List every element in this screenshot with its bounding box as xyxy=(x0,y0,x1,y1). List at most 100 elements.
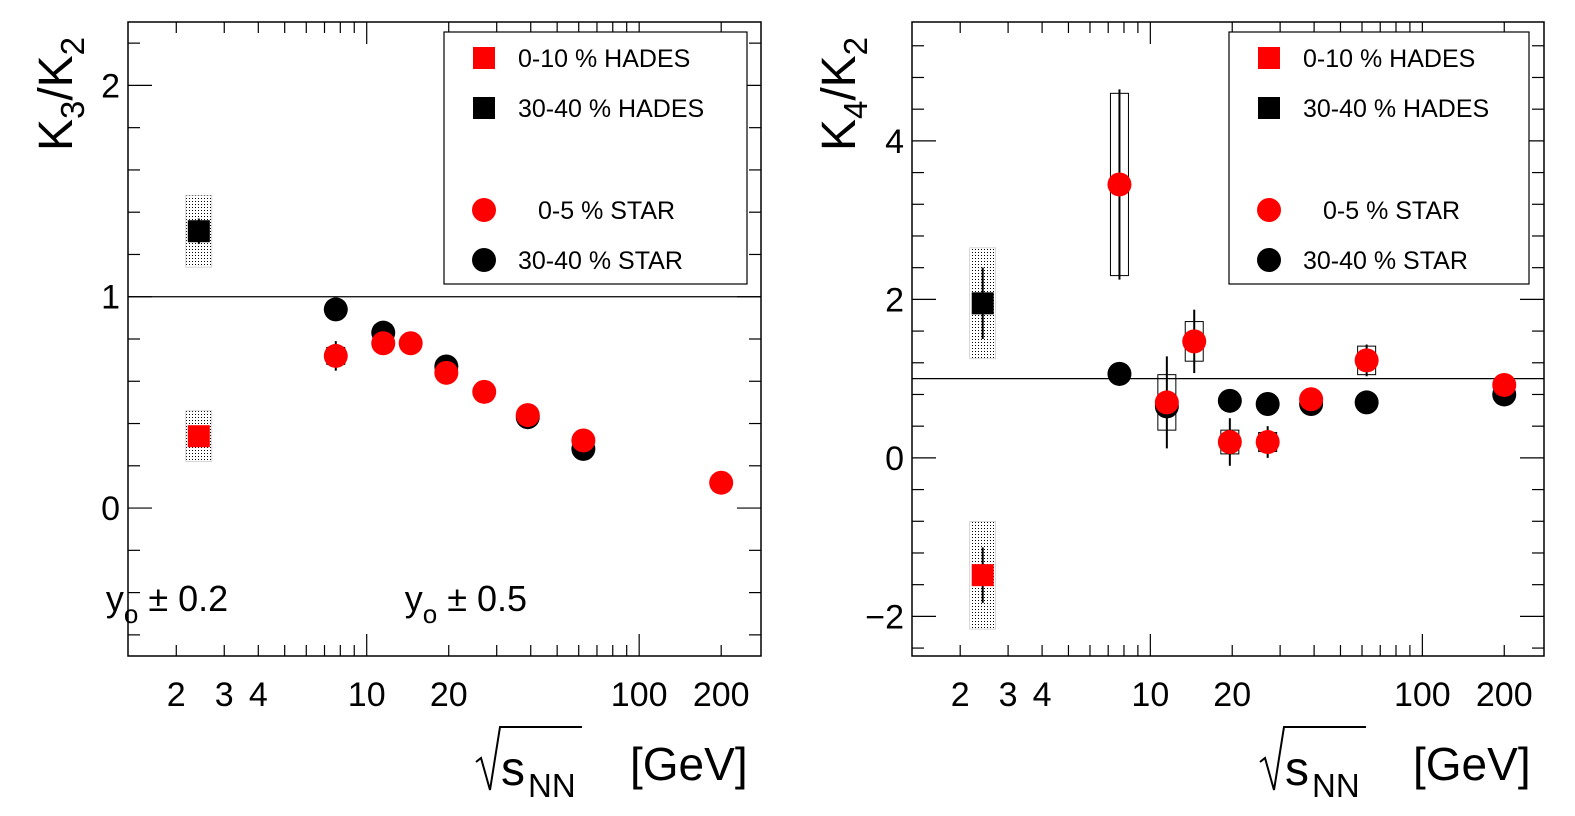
data-point-square xyxy=(187,425,210,448)
annotation-text: yo ± 0.2 xyxy=(106,578,228,629)
legend: 0-10 % HADES 30-40 % HADES 0-5 % STAR 30-40… xyxy=(1228,31,1530,285)
x-axis-label-sub: NN xyxy=(1312,767,1360,804)
data-point-circle xyxy=(1354,348,1379,373)
data-point-circle xyxy=(1154,390,1179,415)
x-tick-label: 10 xyxy=(348,676,386,714)
y-tick-label: 0 xyxy=(885,440,904,478)
data-point-circle xyxy=(1492,372,1517,397)
y-tick-label: −2 xyxy=(865,598,904,636)
series-0-10-hades xyxy=(185,410,213,462)
data-point-square xyxy=(971,292,994,315)
y-tick-label: 1 xyxy=(101,279,120,317)
x-axis-label-unit: [GeV] xyxy=(1413,738,1531,790)
legend-label: 0-10 % HADES xyxy=(518,45,690,73)
legend-label: 30-40 % STAR xyxy=(518,247,683,275)
x-axis-label-s: s xyxy=(501,743,525,796)
x-tick-label: 4 xyxy=(249,676,268,714)
x-axis-label-sub: NN xyxy=(528,767,576,804)
x-tick-label: 2 xyxy=(951,676,970,714)
data-point-circle xyxy=(1255,391,1280,416)
data-point-circle xyxy=(1354,390,1379,415)
x-axis-label: s NN [GeV] xyxy=(1259,726,1531,804)
data-point-circle xyxy=(1107,361,1132,386)
data-marks xyxy=(969,89,1517,630)
legend-marker-square xyxy=(1258,97,1280,119)
data-point-circle xyxy=(1299,387,1324,412)
y-tick-label: 4 xyxy=(885,123,904,161)
data-point-square xyxy=(971,564,994,587)
x-tick-label: 4 xyxy=(1033,676,1052,714)
legend-marker-circle xyxy=(1257,248,1281,272)
legend-label: 30-40 % STAR xyxy=(1303,247,1468,275)
sqrt-sign xyxy=(475,726,582,791)
data-point-circle xyxy=(1182,329,1207,354)
legend-label: 0-5 % STAR xyxy=(1323,197,1460,225)
plot-frame xyxy=(911,21,1545,657)
data-point-circle xyxy=(1255,430,1280,455)
x-axis-label: s NN [GeV] xyxy=(475,726,748,804)
y-axis-label: K4/K2 xyxy=(813,37,874,151)
x-tick-label: 100 xyxy=(1394,676,1451,714)
legend-marker-square xyxy=(1258,47,1280,69)
legend-marker-circle xyxy=(1257,198,1281,222)
x-axis-label-s: s xyxy=(1285,743,1309,796)
x-tick-label: 3 xyxy=(999,676,1018,714)
sqrt-sign xyxy=(1259,726,1366,791)
x-tick-label: 200 xyxy=(693,676,750,714)
y-axis-label: K3/K2 xyxy=(30,37,91,151)
x-axis-label-unit: [GeV] xyxy=(630,738,748,790)
legend-label: 0-10 % HADES xyxy=(1303,45,1475,73)
x-tick-label: 20 xyxy=(430,676,468,714)
data-point-circle xyxy=(398,331,423,356)
legend-box xyxy=(443,31,748,285)
series-30-40-star xyxy=(323,297,596,461)
annotation-sub: o xyxy=(124,599,138,629)
data-point-circle xyxy=(709,470,734,495)
data-point-square xyxy=(187,220,210,243)
data-point-circle xyxy=(1217,388,1242,413)
legend-box xyxy=(1228,31,1530,285)
series-0-10-hades xyxy=(969,520,997,630)
data-point-circle xyxy=(323,297,348,322)
x-tick-label: 3 xyxy=(215,676,234,714)
x-tick-label: 200 xyxy=(1476,676,1533,714)
legend: 0-10 % HADES 30-40 % HADES 0-5 % STAR 30-40… xyxy=(443,31,748,285)
x-tick-label: 20 xyxy=(1213,676,1251,714)
annotation-rest: ± 0.2 xyxy=(138,578,228,619)
data-point-circle xyxy=(1217,430,1242,455)
data-point-circle xyxy=(472,379,497,404)
series-30-40-hades xyxy=(969,247,997,360)
data-point-circle xyxy=(434,360,459,385)
annotations: yo ± 0.2 yo ± 0.5 xyxy=(106,578,527,629)
data-marks xyxy=(185,194,734,495)
data-point-circle xyxy=(371,331,396,356)
series-0-5-star xyxy=(1107,89,1517,466)
series-0-5-star xyxy=(323,331,734,495)
x-tick-label: 10 xyxy=(1131,676,1169,714)
data-point-circle xyxy=(1107,172,1132,197)
legend-marker-square xyxy=(473,47,495,69)
data-point-circle xyxy=(323,343,348,368)
annotation-sub: o xyxy=(423,599,437,629)
x-tick-label: 2 xyxy=(167,676,186,714)
legend-marker-circle xyxy=(472,248,496,272)
annotation-text: yo ± 0.5 xyxy=(405,578,527,629)
legend-label: 30-40 % HADES xyxy=(518,95,704,123)
legend-marker-square xyxy=(473,97,495,119)
annotation-rest: ± 0.5 xyxy=(437,578,527,619)
annotation-symbol: y xyxy=(405,578,423,619)
data-point-circle xyxy=(515,403,540,428)
y-tick-label: 2 xyxy=(101,67,120,105)
legend-label: 30-40 % HADES xyxy=(1303,95,1489,123)
y-tick-label: 2 xyxy=(885,281,904,319)
annotation-symbol: y xyxy=(106,578,124,619)
series-30-40-hades xyxy=(185,194,213,268)
data-point-circle xyxy=(571,428,596,453)
legend-marker-circle xyxy=(472,198,496,222)
x-tick-label: 100 xyxy=(611,676,668,714)
